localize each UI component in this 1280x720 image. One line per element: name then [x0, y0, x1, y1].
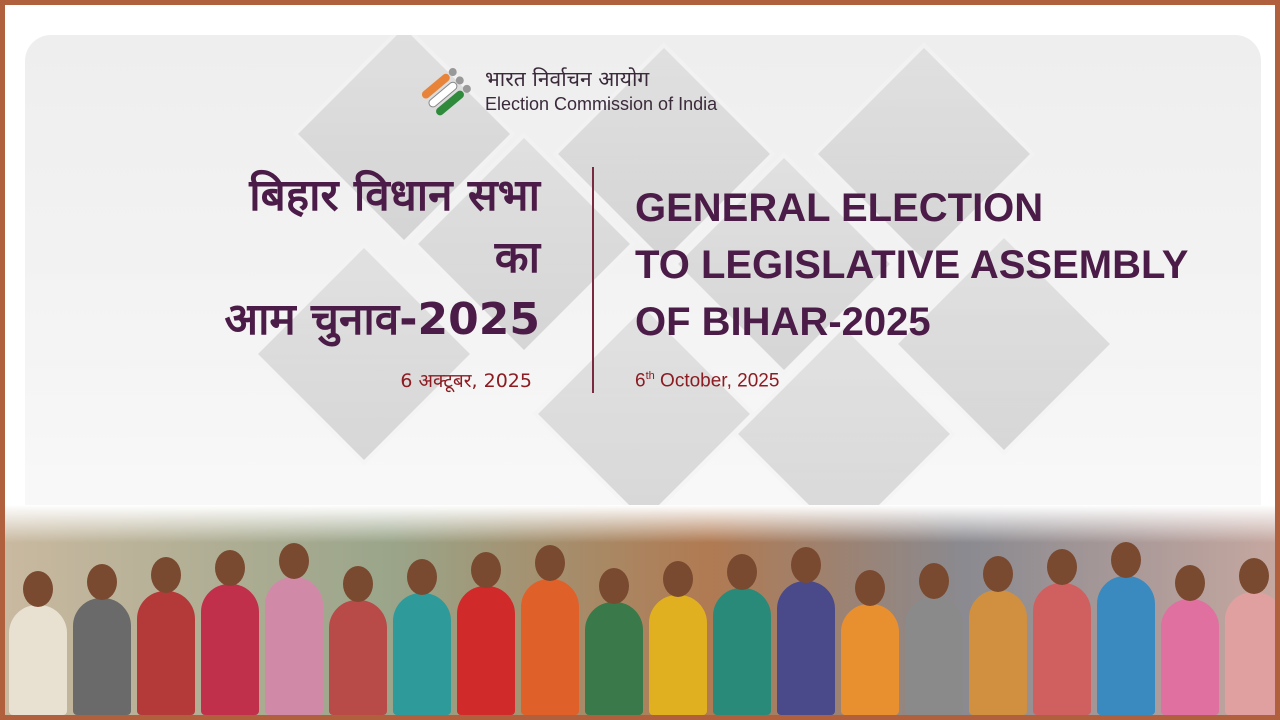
person-figure	[1033, 583, 1091, 715]
person-head	[535, 545, 565, 581]
person-head	[919, 563, 949, 599]
person-head	[1111, 542, 1141, 578]
person-figure	[585, 602, 643, 715]
person-head	[983, 556, 1013, 592]
title-english-line: OF BIHAR-2025	[635, 300, 931, 344]
date-day: 6	[635, 370, 646, 392]
person-head	[599, 568, 629, 604]
person-head	[727, 554, 757, 590]
person-figure	[9, 605, 67, 715]
person-head	[215, 550, 245, 586]
person-head	[791, 547, 821, 583]
person-figure	[201, 584, 259, 715]
person-figure	[1161, 599, 1219, 715]
title-english: GENERAL ELECTION TO LEGISLATIVE ASSEMBLY…	[635, 180, 1188, 351]
title-english-line: TO LEGISLATIVE ASSEMBLY	[635, 243, 1189, 287]
person-head	[471, 552, 501, 588]
person-head	[279, 543, 309, 579]
person-figure	[969, 590, 1027, 715]
person-figure	[521, 579, 579, 715]
divider	[592, 167, 594, 393]
person-figure	[905, 597, 963, 715]
date-hindi: 6 अक्टूबर, 2025	[400, 370, 532, 392]
person-head	[407, 559, 437, 595]
title-hindi: बिहार विधान सभा का आम चुनाव-2025	[224, 165, 540, 351]
person-figure	[457, 586, 515, 715]
person-head	[1047, 549, 1077, 585]
person-head	[663, 561, 693, 597]
org-name-english: Election Commission of India	[485, 94, 718, 114]
date-english: 6th October, 2025	[635, 370, 779, 392]
person-figure	[713, 588, 771, 715]
person-head	[855, 570, 885, 606]
person-head	[1175, 565, 1205, 601]
person-figure	[1225, 592, 1275, 715]
voters-group-photo	[5, 505, 1275, 715]
person-head	[343, 566, 373, 602]
title-hindi-line: का	[494, 232, 540, 283]
eci-logo-icon	[421, 68, 471, 116]
person-figure	[73, 598, 131, 715]
person-figure	[265, 577, 323, 715]
person-head	[23, 571, 53, 607]
title-english-line: GENERAL ELECTION	[635, 186, 1044, 230]
person-head	[87, 564, 117, 600]
person-head	[151, 557, 181, 593]
title-hindi-line: आम चुनाव-2025	[224, 294, 540, 345]
title-hindi-line: बिहार विधान सभा	[249, 170, 540, 221]
person-figure	[329, 600, 387, 715]
person-figure	[393, 593, 451, 715]
org-name-hindi: भारत निर्वाचन आयोग	[485, 67, 650, 91]
date-rest: October, 2025	[654, 370, 780, 392]
person-figure	[649, 595, 707, 715]
person-figure	[1097, 576, 1155, 715]
person-figure	[841, 604, 899, 715]
person-figure	[137, 591, 195, 715]
background-collage	[25, 35, 1261, 555]
date-suffix: th	[645, 370, 655, 382]
person-head	[1239, 558, 1269, 594]
person-figure	[777, 581, 835, 715]
